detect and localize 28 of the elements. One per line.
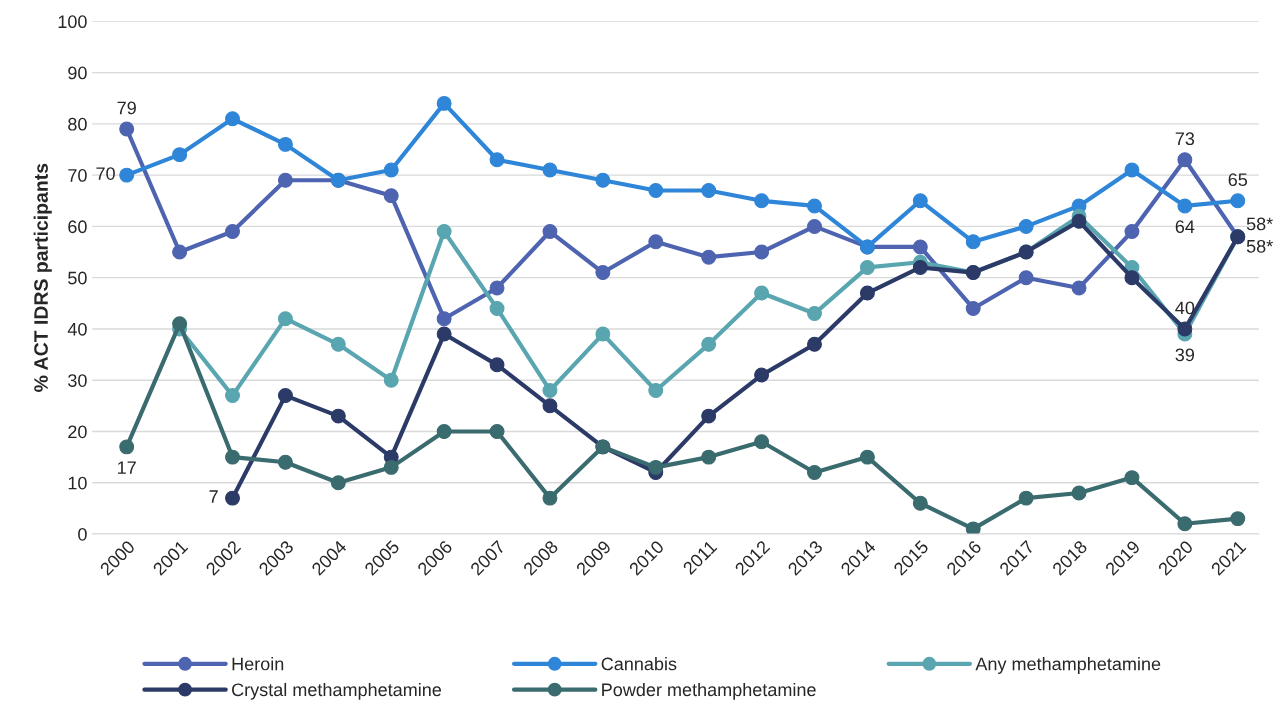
y-tick-label: 50 <box>68 271 87 285</box>
legend-label: Heroin <box>232 657 284 671</box>
legend-label: Crystal methamphetamine <box>232 682 442 700</box>
y-tick-label: 60 <box>68 220 87 234</box>
data-label: 70 <box>96 167 115 180</box>
y-tick-label: 10 <box>68 476 87 490</box>
data-label: 65 <box>1228 173 1248 187</box>
data-label: 40 <box>1175 301 1195 315</box>
data-label: 17 <box>118 461 136 474</box>
data-label: 58* <box>1246 239 1273 253</box>
data-label: 64 <box>1175 220 1195 234</box>
y-tick-label: 30 <box>68 374 87 387</box>
legend-label: Cannabis <box>601 657 677 671</box>
y-tick-label: 40 <box>67 322 87 336</box>
y-tick-label: 90 <box>68 66 87 80</box>
legend-label: Powder methamphetamine <box>602 682 816 700</box>
y-tick-label: 0 <box>78 527 87 541</box>
y-tick-label: 100 <box>58 15 87 29</box>
y-tick-label: 20 <box>68 425 87 439</box>
y-axis-title: % ACT IDRS participants <box>33 163 52 392</box>
data-label: 39 <box>1175 348 1195 362</box>
data-label: 7 <box>209 490 218 503</box>
y-tick-label: 80 <box>68 117 87 131</box>
data-label: 73 <box>1175 132 1195 146</box>
data-label: 79 <box>117 101 136 115</box>
y-tick-label: 70 <box>68 169 87 182</box>
legend-label: Any methamphetamine <box>975 657 1161 674</box>
data-label: 58* <box>1246 217 1273 231</box>
